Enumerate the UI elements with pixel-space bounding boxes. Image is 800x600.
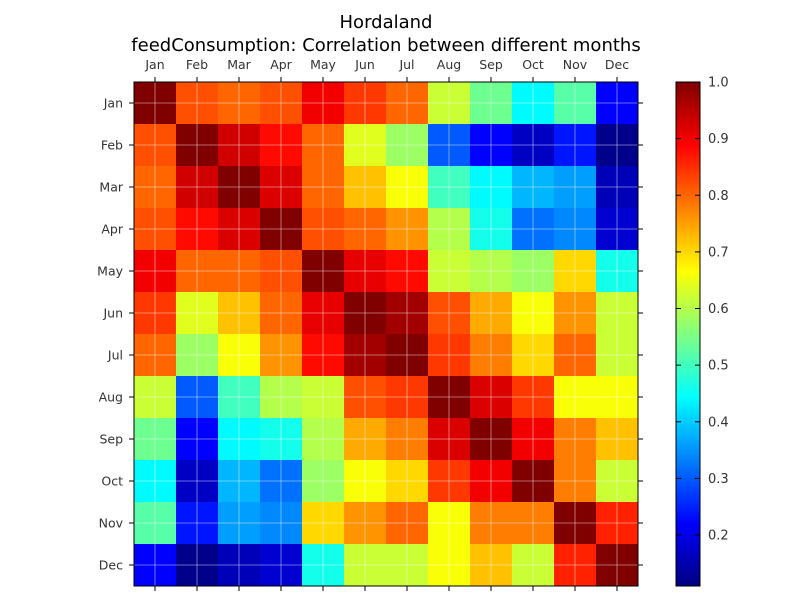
- chart-subtitle: feedConsumption: Correlation between dif…: [131, 35, 640, 56]
- x-tick-label-jan: Jan: [144, 57, 164, 72]
- x-tick-label-mar: Mar: [227, 57, 251, 72]
- y-tick-label-may: May: [97, 264, 123, 279]
- y-axis-ticks: Jan Feb Mar Apr May Jun Jul Aug Sep Oct Nov Dec: [97, 96, 643, 573]
- colorbar-tick-label: 0.6: [708, 302, 729, 317]
- heatmap-cells: [134, 82, 639, 587]
- colorbar-tick-label: 0.8: [708, 189, 729, 204]
- chart-title: Hordaland: [340, 12, 433, 33]
- colorbar-tick-label: 0.4: [708, 415, 729, 430]
- y-tick-label-apr: Apr: [101, 222, 123, 237]
- x-tick-label-oct: Oct: [522, 57, 544, 72]
- plot-frame: [133, 81, 639, 587]
- y-tick-label-oct: Oct: [101, 474, 123, 489]
- colorbar-tick-label: 1.0: [708, 76, 729, 91]
- colorbar-tick-label: 0.7: [708, 245, 729, 260]
- x-tick-label-apr: Apr: [270, 57, 292, 72]
- x-tick-label-sep: Sep: [479, 57, 503, 72]
- y-tick-label-jul: Jul: [107, 348, 123, 363]
- x-tick-label-jun: Jun: [354, 57, 375, 72]
- y-tick-label-jun: Jun: [102, 306, 123, 321]
- y-tick-label-nov: Nov: [99, 516, 124, 531]
- x-tick-label-dec: Dec: [605, 57, 629, 72]
- colorbar-tick-label: 0.3: [708, 472, 729, 487]
- y-tick-label-aug: Aug: [99, 390, 123, 405]
- y-tick-label-jan: Jan: [103, 96, 123, 111]
- colorbar-tick-label: 0.5: [708, 359, 729, 374]
- x-axis-ticks: Jan Feb Mar Apr May Jun Jul Aug Sep Oct Nov Dec: [144, 57, 629, 591]
- y-tick-label-feb: Feb: [101, 138, 123, 153]
- x-tick-label-jul: Jul: [398, 57, 414, 72]
- y-tick-label-dec: Dec: [99, 558, 123, 573]
- colorbar-tick-label: 0.9: [708, 132, 729, 147]
- y-tick-label-sep: Sep: [99, 432, 123, 447]
- colorbar-gradient: [675, 81, 701, 587]
- y-tick-label-mar: Mar: [99, 180, 123, 195]
- heatmap-grid: [134, 82, 638, 586]
- x-tick-label-feb: Feb: [186, 57, 208, 72]
- colorbar-tick-label: 0.2: [708, 529, 729, 544]
- x-tick-label-may: May: [310, 57, 336, 72]
- x-tick-label-nov: Nov: [563, 57, 588, 72]
- colorbar: 0.2 0.3 0.4 0.5 0.6 0.7 0.8 0.9 1.0: [675, 76, 729, 587]
- x-tick-label-aug: Aug: [437, 57, 461, 72]
